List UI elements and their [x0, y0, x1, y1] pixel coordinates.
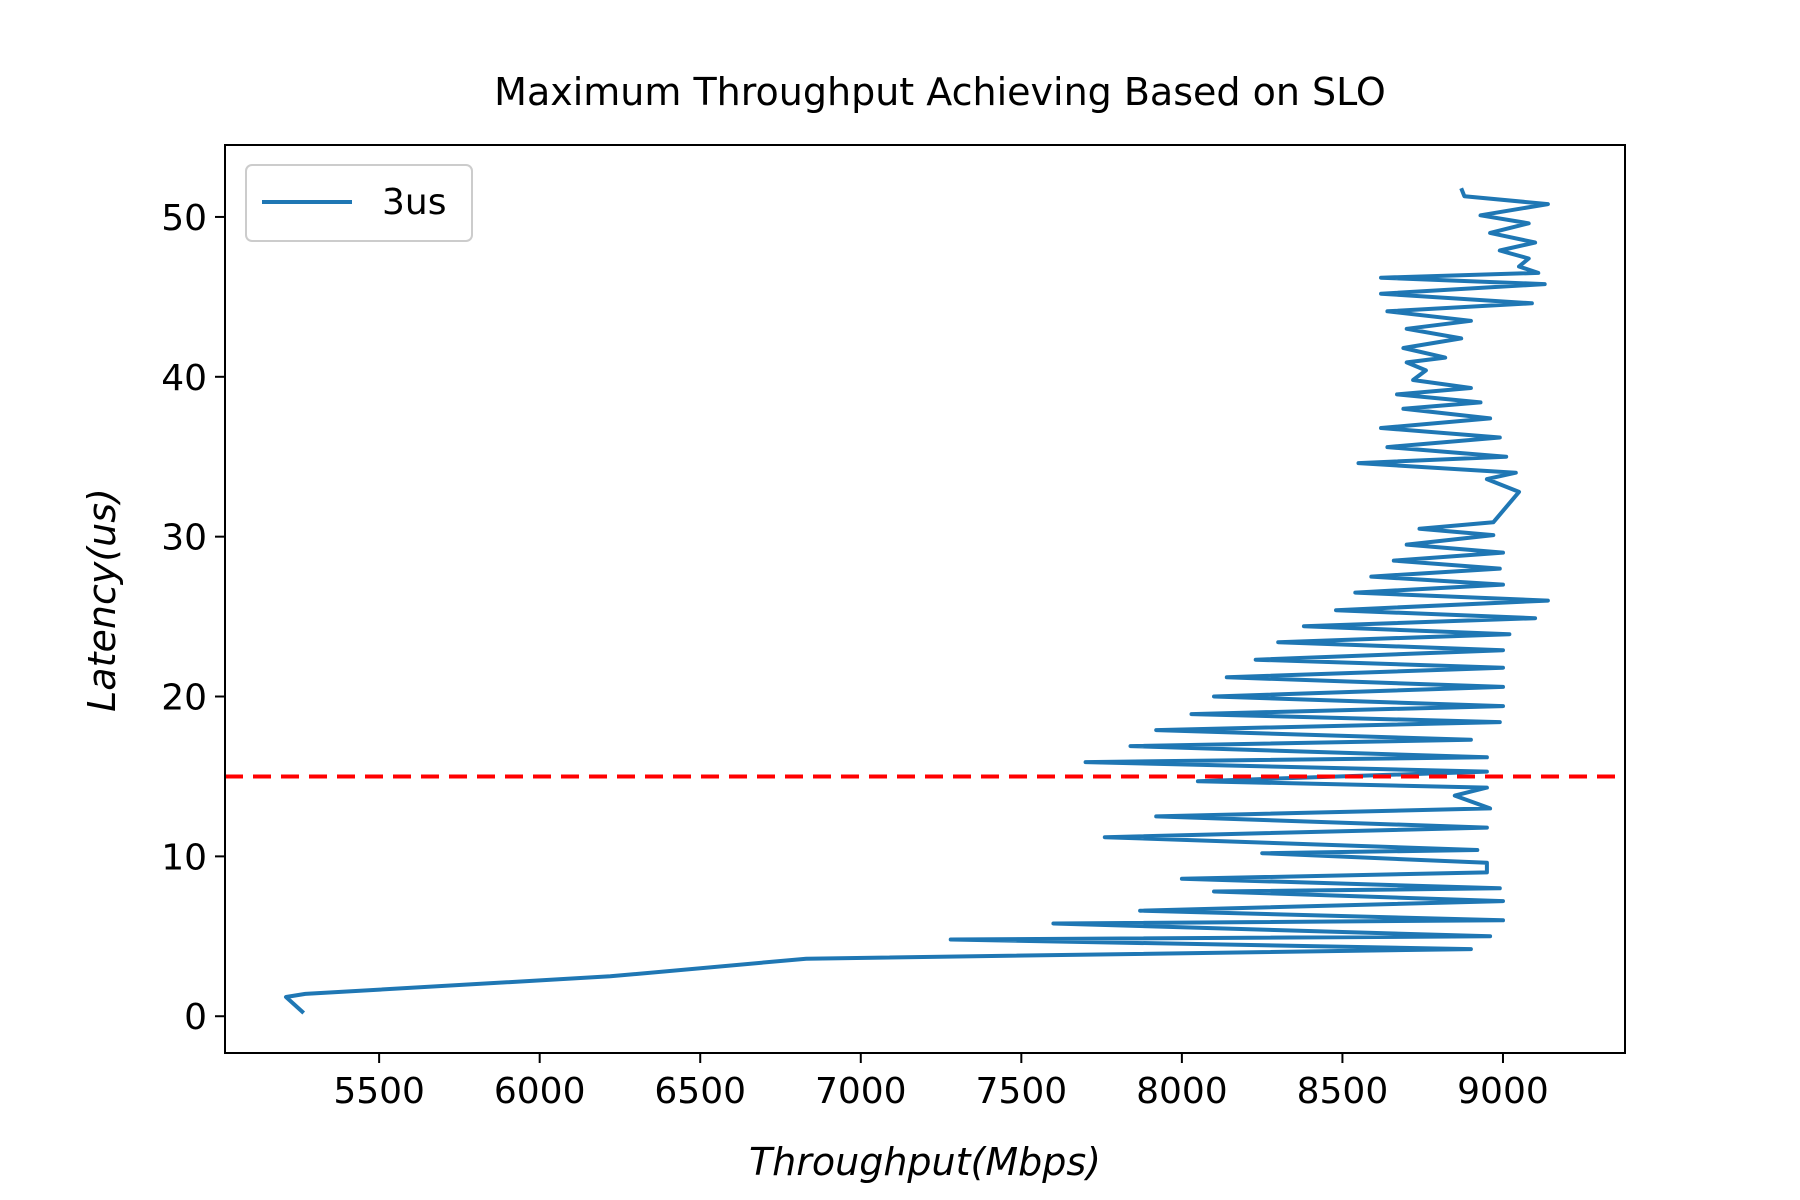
- x-tick-label: 6000: [494, 1071, 586, 1112]
- x-axis: 5500 6000 6500 7000 7500 8000 8500 9000: [333, 1053, 1549, 1112]
- y-tick-label: 30: [161, 518, 207, 559]
- y-tick-label: 0: [184, 997, 207, 1038]
- plot-frame: [224, 144, 1626, 1054]
- x-tick-label: 7500: [976, 1071, 1068, 1112]
- y-tick-label: 10: [161, 837, 207, 878]
- legend-label: 3us: [382, 182, 446, 223]
- y-tick-label: 40: [161, 358, 207, 399]
- x-axis-label: Throughput(Mbps): [749, 1140, 1101, 1184]
- x-tick-label: 8000: [1136, 1071, 1228, 1112]
- x-tick-label: 8500: [1297, 1071, 1389, 1112]
- x-tick-label: 5500: [333, 1071, 425, 1112]
- x-tick-label: 6500: [654, 1071, 746, 1112]
- y-axis: 0 10 20 30 40 50: [161, 198, 225, 1038]
- y-tick-label: 50: [161, 198, 207, 239]
- y-tick-label: 20: [161, 678, 207, 719]
- plot-area: [225, 187, 1625, 1015]
- chart-title: Maximum Throughput Achieving Based on SL…: [494, 70, 1386, 114]
- legend-box: [245, 164, 473, 242]
- y-axis-label: Latency(us): [80, 488, 124, 712]
- legend: 3us: [245, 164, 473, 242]
- x-tick-label: 7000: [815, 1071, 907, 1112]
- x-tick-label: 9000: [1457, 1071, 1549, 1112]
- series-line-0: [284, 187, 1550, 1015]
